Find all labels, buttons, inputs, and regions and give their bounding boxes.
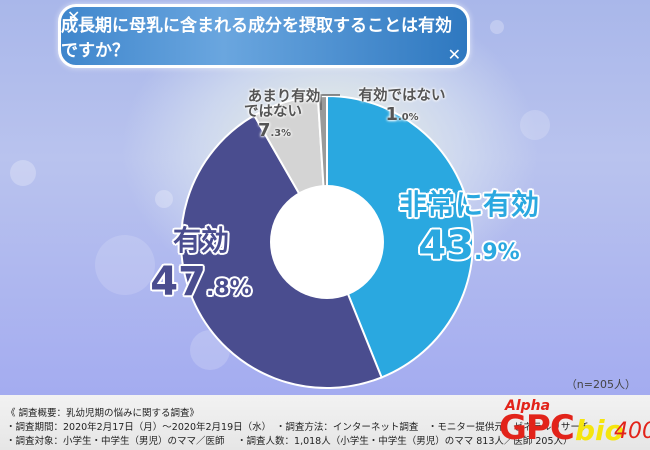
label-very-effective: 非常に有効 43.9%: [394, 188, 544, 270]
label-not-effective: 有効ではない 1.0%: [347, 88, 457, 126]
label-pct: 47.8%: [150, 259, 252, 306]
brand-logo: Alpha GPC bio 400: [495, 398, 650, 448]
chart-title-banner: ✕ ✕ 成長期に母乳に含まれる成分を摂取することは有効ですか？: [58, 4, 470, 68]
logo-gpc: GPC: [499, 408, 575, 448]
label-pct: 1.0%: [385, 104, 419, 126]
label-name: 非常に有効: [398, 188, 539, 221]
donut-hole: [270, 185, 384, 299]
sparkle-icon: ✕: [447, 45, 461, 64]
survey-overview: 《 調査概要：乳幼児期の悩みに関する調査》: [6, 408, 200, 419]
label-name: ではない: [244, 104, 302, 121]
sparkle-icon: ✕: [67, 7, 81, 26]
label-effective: 有効 47.8%: [136, 224, 266, 306]
label-name: あまり有効: [247, 89, 321, 105]
label-name: 有効: [172, 224, 229, 257]
chart-title: 成長期に母乳に含まれる成分を摂取することは有効ですか？: [61, 16, 452, 61]
donut-slice: [326, 94, 474, 379]
survey-target-count: ・調査対象：小学生・中学生（男児）のママ／医師 ・調査人数：1,018人（小学生…: [6, 436, 573, 447]
label-pct: 7.3%: [258, 120, 292, 142]
sample-size-note: （n=205人）: [565, 378, 636, 391]
survey-footer: 《 調査概要：乳幼児期の悩みに関する調査》 ・調査期間：2020年2月17日（月…: [0, 395, 650, 450]
logo-400: 400: [614, 419, 650, 444]
logo-bio: bio: [575, 414, 624, 447]
label-pct: 43.9%: [418, 223, 520, 270]
label-name: 有効ではない: [358, 88, 446, 104]
survey-period-method: ・調査期間：2020年2月17日（月）～2020年2月19日（水） ・調査方法：…: [6, 422, 590, 433]
donut-chart: [180, 94, 474, 389]
leader-line: [320, 94, 340, 110]
label-not-very-effective: あまり有効 ではない 7.3%: [234, 89, 334, 142]
logo-alpha: Alpha: [505, 398, 551, 414]
